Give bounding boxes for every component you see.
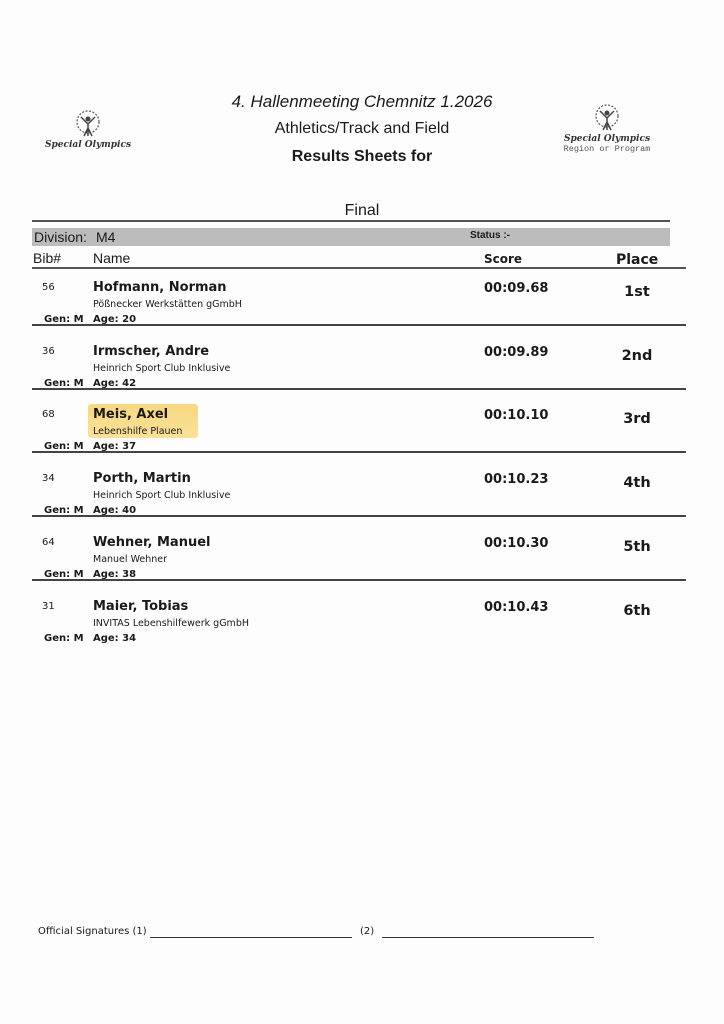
row-divider	[32, 578, 686, 581]
athlete-name: Irmscher, Andre	[93, 343, 210, 359]
athlete-gen: Gen: M	[44, 505, 84, 517]
athlete-club: Pößnecker Werkstätten gGmbH	[93, 299, 242, 310]
athlete-gen: Gen: M	[44, 441, 84, 453]
athlete-name: Hofmann, Norman	[93, 280, 227, 295]
athlete-bib: 64	[42, 536, 55, 548]
divider	[32, 220, 670, 222]
logo-text: Special Olympics	[563, 134, 651, 144]
athlete-gen: Gen: M	[44, 377, 84, 389]
row-divider	[32, 324, 686, 326]
special-olympics-emblem-icon	[595, 104, 619, 131]
signature-label-2: (2)	[360, 926, 375, 937]
special-olympics-emblem-icon	[76, 110, 100, 137]
row-divider	[32, 387, 686, 390]
athlete-score: 00:10.43	[484, 599, 549, 615]
column-header-bib: Bib#	[33, 250, 62, 266]
highlighter-mark	[88, 404, 198, 439]
row-divider	[32, 451, 686, 454]
athlete-place: 5th	[623, 538, 651, 555]
column-header-name: Name	[93, 250, 131, 266]
athlete-club: Lebenshilfe Plauen	[93, 426, 183, 438]
athlete-age: Age: 40	[93, 505, 137, 517]
athlete-club: INVITAS Lebenshilfewerk gGmbH	[93, 617, 249, 629]
athlete-club: Manuel Wehner	[93, 553, 168, 565]
column-header-place: Place	[616, 252, 659, 268]
athlete-score: 00:09.89	[484, 344, 549, 360]
logo-subtext: Region or Program	[563, 144, 651, 154]
athlete-age: Age: 42	[93, 377, 137, 389]
column-header-score: Score	[484, 252, 523, 266]
special-olympics-logo-right: Special Olympics Region or Program	[552, 102, 662, 154]
status-label: Status :-	[470, 230, 510, 241]
division-value: M4	[96, 229, 116, 245]
sheet-title: Results Sheets for	[291, 148, 433, 165]
athlete-score: 00:10.23	[484, 472, 549, 488]
sport-title: Athletics/Track and Field	[274, 120, 450, 137]
meet-title: 4. Hallenmeeting Chemnitz 1.2026	[231, 92, 493, 111]
result-row: 56 Hofmann, Norman Pößnecker Werkstätten g…	[32, 280, 686, 344]
athlete-club: Heinrich Sport Club Inklusive	[93, 362, 231, 374]
result-row: 31 Maier, Tobias INVITAS Lebenshilfewerk g…	[32, 599, 686, 663]
athlete-age: Age: 34	[93, 632, 137, 644]
athlete-bib: 56	[42, 282, 55, 293]
athlete-age: Age: 38	[93, 568, 137, 580]
athlete-bib: 34	[42, 473, 55, 485]
header-divider	[32, 267, 686, 269]
athlete-bib: 36	[42, 345, 55, 357]
signature-line-2	[382, 937, 594, 938]
athlete-gen: Gen: M	[44, 632, 84, 644]
athlete-name: Meis, Axel	[93, 407, 169, 423]
athlete-place: 4th	[623, 475, 651, 492]
athlete-name: Wehner, Manuel	[93, 534, 211, 550]
signature-label-1: Official Signatures (1)	[38, 926, 147, 937]
row-divider	[32, 515, 686, 518]
athlete-score: 00:09.68	[484, 281, 549, 296]
division-bar: Division: M4 Status :-	[32, 228, 670, 246]
athlete-place: 3rd	[623, 411, 651, 428]
signature-line-1	[150, 937, 352, 938]
athlete-bib: 31	[42, 600, 55, 612]
athlete-gen: Gen: M	[44, 314, 84, 325]
athlete-score: 00:10.30	[484, 535, 549, 551]
athlete-name: Porth, Martin	[93, 471, 191, 487]
division-label: Division:	[34, 229, 87, 245]
result-row: 64 Wehner, Manuel Manuel Wehner Gen: M Age: …	[32, 535, 686, 599]
athlete-gen: Gen: M	[44, 568, 84, 580]
athlete-place: 1st	[624, 284, 650, 300]
logo-text: Special Olympics	[44, 140, 132, 150]
athlete-bib: 68	[42, 409, 55, 421]
result-row: 36 Irmscher, Andre Heinrich Sport Club Ink…	[32, 344, 686, 408]
athlete-place: 6th	[623, 602, 651, 619]
athlete-age: Age: 20	[93, 314, 137, 325]
athlete-place: 2nd	[621, 347, 653, 364]
result-row: 68 Meis, Axel Lebenshilfe Plauen Gen: M Age:…	[32, 404, 686, 471]
special-olympics-logo-left: Special Olympics	[36, 108, 140, 150]
athlete-club: Heinrich Sport Club Inklusive	[93, 490, 231, 502]
result-row: 34 Porth, Martin Heinrich Sport Club Inklu…	[32, 471, 686, 535]
round-label: Final	[344, 202, 380, 219]
athlete-score: 00:10.10	[484, 408, 549, 424]
athlete-age: Age: 37	[93, 441, 137, 453]
athlete-name: Maier, Tobias	[93, 598, 189, 614]
